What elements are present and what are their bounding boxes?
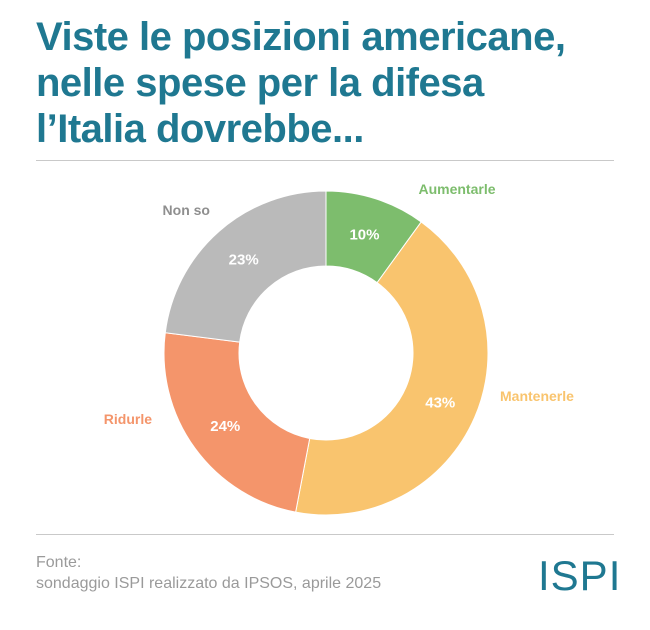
category-label-mantenerle: Mantenerle bbox=[500, 388, 574, 404]
chart-title-line-3: l’Italia dovrebbe... bbox=[36, 107, 364, 151]
category-label-ridurle: Ridurle bbox=[104, 411, 152, 427]
source-note: Fonte: sondaggio ISPI realizzato da IPSO… bbox=[36, 552, 381, 594]
category-label-non-so: Non so bbox=[163, 202, 210, 218]
slice-non-so bbox=[164, 190, 327, 343]
slice-mantenerle bbox=[295, 221, 489, 516]
chart-title-line-2: nelle spese per la difesa bbox=[36, 61, 484, 105]
ispi-logo: ISPI bbox=[538, 552, 622, 599]
value-label-mantenerle: 43% bbox=[425, 394, 455, 411]
category-label-aumentarle: Aumentarle bbox=[418, 181, 495, 197]
value-label-non-so: 23% bbox=[229, 252, 259, 269]
value-label-aumentarle: 10% bbox=[349, 227, 379, 244]
bottom-divider bbox=[36, 534, 614, 535]
source-text: sondaggio ISPI realizzato da IPSOS, apri… bbox=[36, 575, 382, 592]
source-label: Fonte: bbox=[36, 554, 82, 571]
chart-title-line-1: Viste le posizioni americane, bbox=[36, 15, 566, 59]
value-label-ridurle: 24% bbox=[210, 418, 240, 435]
chart-title: Viste le posizioni americane, nelle spes… bbox=[36, 14, 626, 152]
top-divider bbox=[36, 160, 614, 161]
slice-ridurle bbox=[163, 332, 311, 513]
